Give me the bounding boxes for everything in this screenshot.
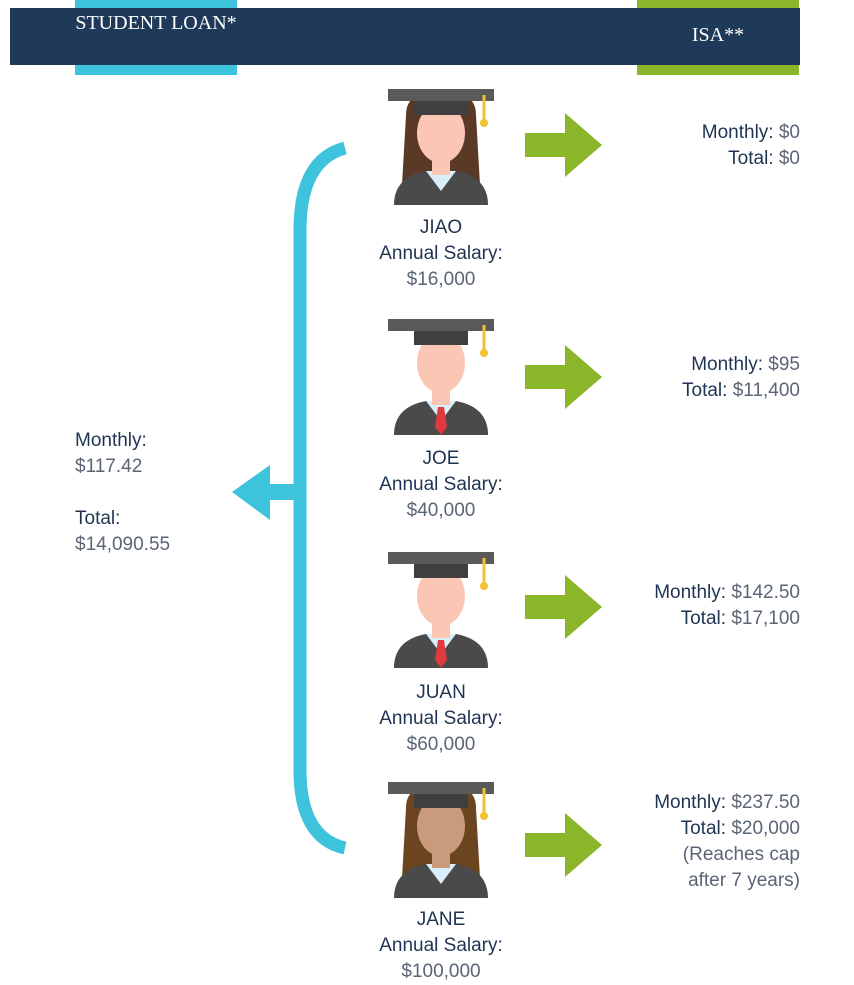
tassel-end <box>480 349 488 357</box>
isa-total-row: Total: $0 <box>540 146 800 172</box>
isa-monthly-row: Monthly: $142.50 <box>540 580 800 606</box>
page: STUDENT LOAN* ISA** Monthly: $117.42 Tot… <box>0 0 854 984</box>
cap-board <box>388 782 494 794</box>
cap-board <box>388 552 494 564</box>
isa-total: $11,400 <box>733 380 800 401</box>
bracket <box>300 148 345 848</box>
isa-total: $0 <box>779 148 800 169</box>
isa-monthly-label: Monthly: <box>702 122 774 143</box>
header-left: STUDENT LOAN* <box>75 12 237 34</box>
cap-band <box>414 794 468 808</box>
isa-monthly-row: Monthly: $237.50 <box>540 790 800 816</box>
cap-band <box>414 101 468 115</box>
isa-monthly-row: Monthly: $0 <box>540 120 800 146</box>
cap-band <box>414 331 468 345</box>
isa-monthly: $0 <box>779 122 800 143</box>
cap-band <box>414 564 468 578</box>
loan-arrow <box>232 465 300 520</box>
isa-total-label: Total: <box>728 148 773 169</box>
isa-monthly: $95 <box>768 354 800 375</box>
loan-block: Monthly: $117.42 Total: $14,090.55 <box>75 428 170 558</box>
isa-total-label: Total: <box>681 818 726 839</box>
header-right: ISA** <box>637 24 799 46</box>
tassel-end <box>480 582 488 590</box>
avatar <box>388 319 494 435</box>
salary-label: Annual Salary: <box>341 472 541 498</box>
salary: $16,000 <box>341 267 541 293</box>
avatar <box>388 89 494 205</box>
isa-monthly-label: Monthly: <box>654 582 726 603</box>
isa-total-row: Total: $17,100 <box>540 606 800 632</box>
tassel-end <box>480 812 488 820</box>
person-name: JOE <box>341 446 541 472</box>
isa-total: $17,100 <box>731 608 800 629</box>
isa-monthly: $237.50 <box>731 792 800 813</box>
salary: $60,000 <box>341 732 541 758</box>
loan-monthly: $117.42 <box>75 454 170 480</box>
avatar <box>388 782 494 898</box>
loan-total: $14,090.55 <box>75 532 170 558</box>
isa-monthly-label: Monthly: <box>654 792 726 813</box>
cap-board <box>388 89 494 101</box>
person-name: JUAN <box>341 680 541 706</box>
loan-total-label: Total: <box>75 506 170 532</box>
person-name: JANE <box>341 907 541 933</box>
isa-total-label: Total: <box>682 380 727 401</box>
cap-board <box>388 319 494 331</box>
person-name: JIAO <box>341 215 541 241</box>
salary-label: Annual Salary: <box>341 706 541 732</box>
salary: $40,000 <box>341 498 541 524</box>
tassel-end <box>480 119 488 127</box>
isa-total-label: Total: <box>681 608 726 629</box>
isa-total: $20,000 <box>731 818 800 839</box>
salary: $100,000 <box>341 959 541 985</box>
isa-monthly: $142.50 <box>731 582 800 603</box>
salary-label: Annual Salary: <box>341 241 541 267</box>
isa-monthly-label: Monthly: <box>691 354 763 375</box>
isa-total-row: Total: $11,400 <box>540 378 800 404</box>
isa-note: (Reaches cap <box>540 842 800 868</box>
isa-note: after 7 years) <box>540 868 800 894</box>
salary-label: Annual Salary: <box>341 933 541 959</box>
avatar <box>388 552 494 668</box>
isa-monthly-row: Monthly: $95 <box>540 352 800 378</box>
loan-monthly-label: Monthly: <box>75 428 170 454</box>
isa-total-row: Total: $20,000 <box>540 816 800 842</box>
